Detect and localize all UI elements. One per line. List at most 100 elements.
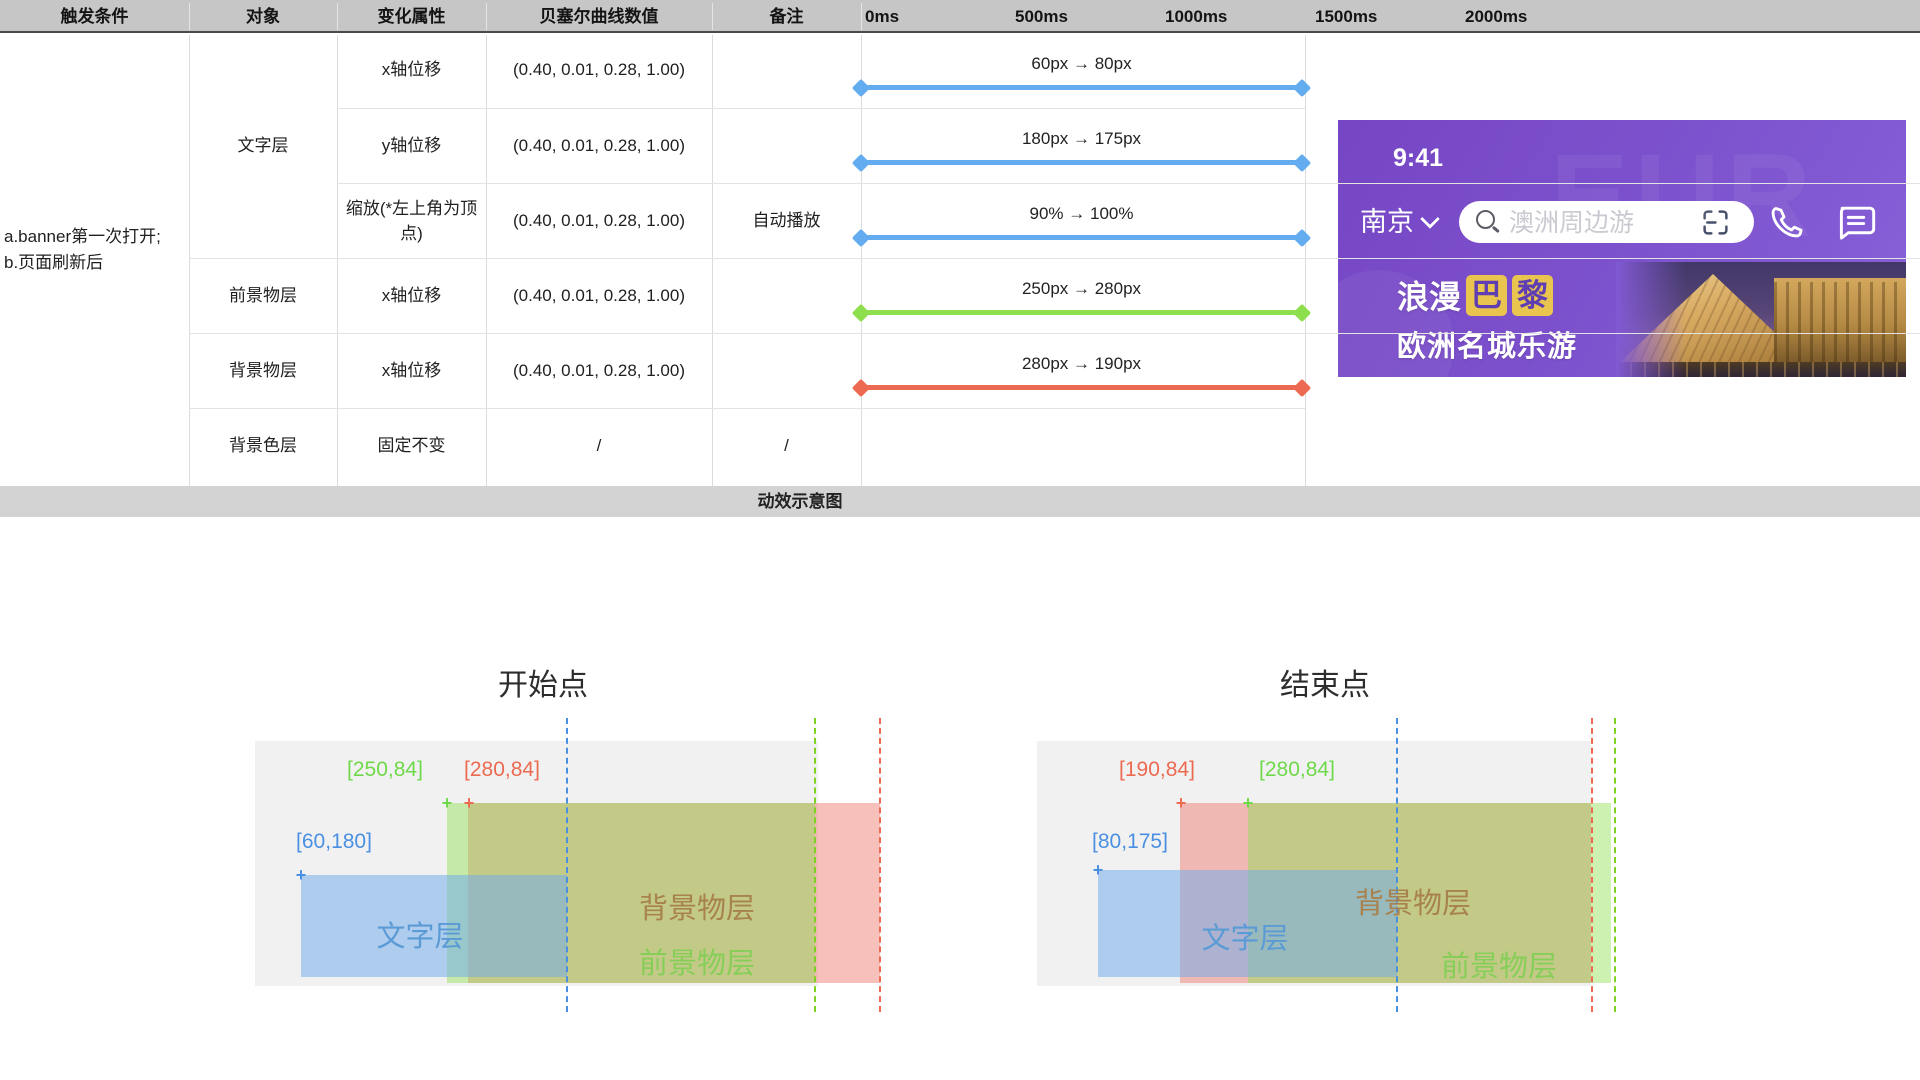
bar-label-text-scale: 90% → 100% bbox=[1029, 204, 1134, 223]
bar-start-diamond bbox=[851, 153, 871, 172]
bar-end-diamond bbox=[1292, 78, 1312, 97]
grid-hline-row5 bbox=[189, 408, 1305, 409]
grid-vline-0ms bbox=[861, 35, 862, 486]
start-dash-fg-end bbox=[814, 718, 816, 1012]
end-dash-bg-end bbox=[1591, 718, 1593, 1012]
grid-hline-row2 bbox=[337, 183, 1920, 184]
cell-prop-x-text: x轴位移 bbox=[381, 60, 442, 79]
tick-0ms: 0ms bbox=[865, 7, 900, 26]
cell-bezier-1: (0.40, 0.01, 0.28, 1.00) bbox=[512, 60, 685, 79]
cell-prop-y-text: y轴位移 bbox=[381, 136, 442, 155]
start-marker-fg: + bbox=[441, 793, 453, 813]
timeline-bar-fg-x bbox=[851, 303, 1312, 322]
bar-label-bg-x: 280px → 190px bbox=[1021, 354, 1142, 373]
cell-trigger-condition: a.banner第一次打开; b.页面刷新后 bbox=[4, 224, 189, 276]
timeline-bar-text-x bbox=[851, 78, 1312, 97]
bar-label-text-y: 180px → 175px bbox=[1021, 129, 1142, 148]
col-header-note: 备注 bbox=[769, 7, 804, 26]
cell-prop-fixed: 固定不变 bbox=[377, 436, 446, 455]
bar-end-diamond bbox=[1292, 303, 1312, 322]
bar-label-text-x: 60px → 80px bbox=[1031, 54, 1132, 73]
banner-title-part1: 浪漫 bbox=[1397, 279, 1462, 315]
end-coord-bg: [190,84] bbox=[1119, 758, 1195, 781]
start-coord-text: [60,180] bbox=[296, 830, 372, 853]
header-separator bbox=[189, 3, 190, 30]
section-title: 动效示意图 bbox=[757, 492, 843, 511]
start-dash-bg-end bbox=[879, 718, 881, 1012]
start-marker-bg: + bbox=[463, 793, 475, 813]
cell-object-bgcolor-layer: 背景色层 bbox=[229, 436, 297, 455]
city-selector[interactable]: 南京 bbox=[1360, 205, 1440, 239]
bar-start-diamond bbox=[851, 303, 871, 322]
search-bar[interactable] bbox=[1459, 201, 1754, 245]
banner-title-tile2: 黎 bbox=[1512, 274, 1554, 316]
start-coord-bg: [280,84] bbox=[464, 758, 540, 781]
tick-2000ms: 2000ms bbox=[1465, 7, 1528, 26]
tick-500ms: 500ms bbox=[1015, 7, 1068, 26]
bar-end-diamond bbox=[1292, 228, 1312, 247]
phone-banner-mockup: 9:41 南京 EUR bbox=[1338, 120, 1906, 377]
grid-hline-row4 bbox=[189, 333, 1920, 334]
search-input[interactable] bbox=[1507, 201, 1671, 245]
end-label-bg-layer: 背景物层 bbox=[1354, 888, 1472, 920]
trigger-line-b: b.页面刷新后 bbox=[4, 253, 104, 272]
city-label: 南京 bbox=[1360, 207, 1414, 237]
start-marker-text: + bbox=[295, 865, 307, 885]
cell-bezier-slash: / bbox=[596, 436, 602, 455]
timeline-bar-text-y bbox=[851, 153, 1312, 172]
end-marker-fg: + bbox=[1242, 793, 1254, 813]
section-divider: 动效示意图 bbox=[0, 486, 1920, 517]
table-header: 触发条件 对象 变化属性 贝塞尔曲线数值 备注 0ms 500ms 1000ms… bbox=[0, 0, 1920, 33]
banner-title[interactable]: 浪漫 巴 黎 bbox=[1397, 272, 1554, 318]
search-icon bbox=[1476, 210, 1495, 229]
col-header-object: 对象 bbox=[246, 7, 280, 26]
grid-hline-row3 bbox=[189, 258, 1920, 259]
end-marker-text: + bbox=[1092, 860, 1104, 880]
end-marker-bg: + bbox=[1175, 793, 1187, 813]
chevron-down-icon bbox=[1420, 209, 1440, 229]
cell-bezier-3: (0.40, 0.01, 0.28, 1.00) bbox=[512, 211, 685, 230]
cell-note-slash: / bbox=[784, 436, 789, 455]
reflection-shape bbox=[1616, 362, 1906, 377]
cell-bezier-4: (0.40, 0.01, 0.28, 1.00) bbox=[512, 286, 685, 305]
bar-label-fg-x: 250px → 280px bbox=[1021, 279, 1142, 298]
cell-object-fg-layer: 前景物层 bbox=[229, 286, 297, 305]
end-text-layer-rect bbox=[1098, 870, 1397, 977]
photo-left-fade bbox=[1616, 262, 1686, 377]
grid-vline-bezier bbox=[486, 35, 487, 486]
status-time: 9:41 bbox=[1393, 144, 1444, 172]
trigger-line-a: a.banner第一次打开; bbox=[4, 227, 161, 246]
bar-end-diamond bbox=[1292, 153, 1312, 172]
cell-prop-x-bg: x轴位移 bbox=[381, 361, 442, 380]
timeline-bar-bg-x bbox=[851, 378, 1312, 397]
start-label-text-layer: 文字层 bbox=[376, 921, 464, 953]
header-separator bbox=[861, 3, 862, 30]
end-coord-text: [80,175] bbox=[1092, 830, 1168, 853]
tick-1500ms: 1500ms bbox=[1315, 7, 1378, 26]
cell-object-text-layer: 文字层 bbox=[237, 136, 289, 155]
header-separator bbox=[337, 3, 338, 30]
grid-vline-property bbox=[337, 35, 338, 486]
start-coord-fg: [250,84] bbox=[347, 758, 423, 781]
phone-call-icon[interactable] bbox=[1768, 203, 1806, 241]
start-label-bg-layer: 背景物层 bbox=[638, 893, 756, 925]
end-label-text-layer: 文字层 bbox=[1201, 923, 1289, 955]
cell-note-autoplay: 自动播放 bbox=[752, 211, 821, 230]
banner-title-tile1: 巴 bbox=[1466, 274, 1508, 316]
louvre-photo bbox=[1616, 262, 1906, 377]
banner-subtitle: 欧洲名城乐游 bbox=[1397, 331, 1578, 363]
timeline-bar-text-scale bbox=[851, 228, 1312, 247]
bar-start-diamond bbox=[851, 378, 871, 397]
grid-vline-note bbox=[712, 35, 713, 486]
ghost-watermark-text: EUR bbox=[1550, 130, 1818, 262]
header-separator bbox=[486, 3, 487, 30]
message-icon[interactable] bbox=[1836, 203, 1876, 241]
start-label-fg-layer: 前景物层 bbox=[638, 948, 756, 980]
col-header-trigger: 触发条件 bbox=[60, 7, 129, 26]
cell-prop-scale: 缩放(*左上角为顶点) bbox=[345, 199, 478, 243]
grid-vline-1500ms bbox=[1305, 35, 1306, 486]
cell-object-bg-layer: 背景物层 bbox=[229, 361, 297, 380]
end-label-fg-layer: 前景物层 bbox=[1440, 951, 1558, 983]
end-dash-fg-end bbox=[1614, 718, 1616, 1012]
scan-icon[interactable] bbox=[1701, 208, 1730, 237]
